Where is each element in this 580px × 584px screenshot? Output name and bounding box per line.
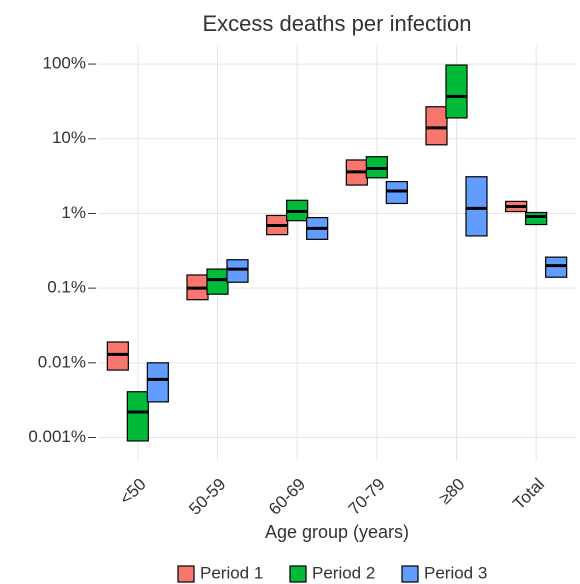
legend-label: Period 3 [424, 563, 487, 582]
y-tick-label: 100% [43, 54, 86, 73]
crossbar-box [206, 268, 229, 295]
x-tick-label: <50 [116, 475, 150, 509]
x-tick-label: ≥80 [435, 475, 468, 508]
x-tick-label: Total [509, 475, 548, 514]
x-tick-label: 60-69 [265, 475, 309, 519]
crossbar-box [445, 64, 468, 119]
x-axis-label: Age group (years) [265, 522, 409, 542]
y-tick-label: 0.1% [47, 278, 86, 297]
legend-label: Period 1 [200, 563, 263, 582]
x-tick-label: 70-79 [345, 475, 389, 519]
crossbar-box [126, 391, 149, 442]
legend-swatch [177, 565, 195, 583]
crossbar-box [545, 256, 568, 278]
legend-label: Period 2 [312, 563, 375, 582]
crossbar-box [146, 362, 169, 403]
y-tick-label: 0.001% [28, 427, 86, 446]
y-tick-label: 10% [52, 128, 86, 147]
crossbar-box [525, 211, 548, 226]
chart-title: Excess deaths per infection [202, 11, 471, 36]
crossbar-box [226, 259, 249, 283]
y-tick-label: 0.01% [38, 352, 86, 371]
crossbar-box [385, 180, 408, 205]
crossbar-box [465, 176, 488, 237]
x-tick-label: 50-59 [185, 475, 229, 519]
legend-swatch [289, 565, 307, 583]
crossbar-box [106, 341, 129, 371]
legend-swatch [401, 565, 419, 583]
y-tick-label: 1% [61, 203, 86, 222]
crossbar-box [425, 106, 448, 146]
